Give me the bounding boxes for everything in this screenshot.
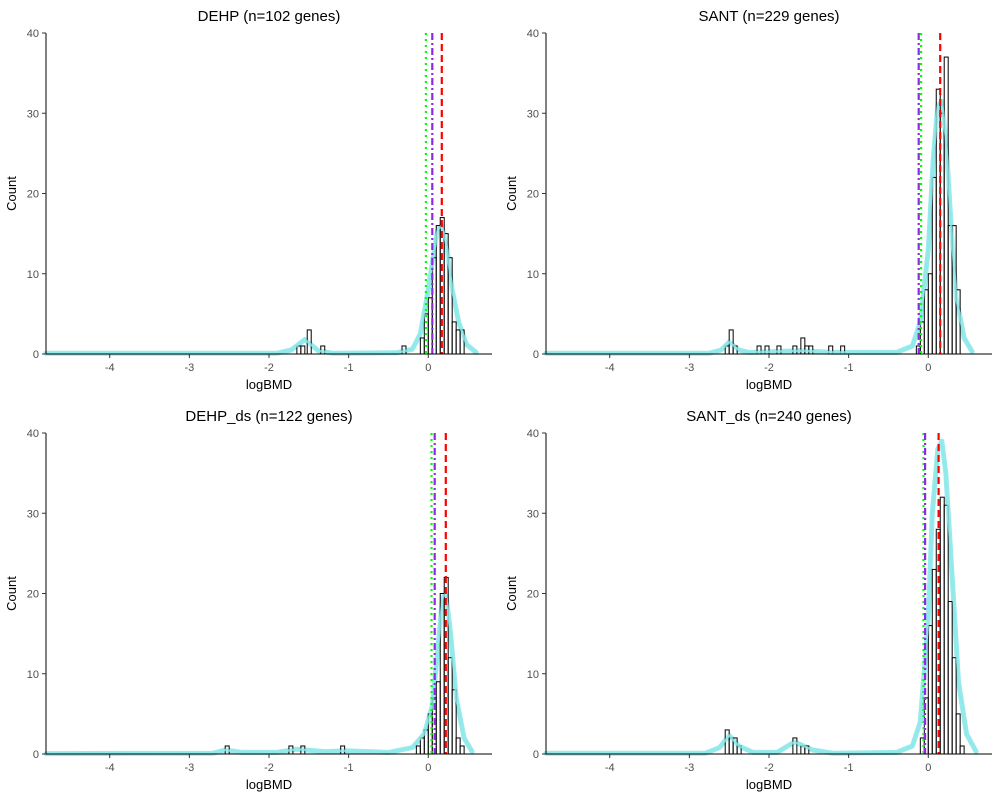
panel-title: DEHP_ds (n=122 genes) (185, 408, 352, 425)
x-axis-label: logBMD (246, 377, 292, 392)
histogram-bar (959, 745, 965, 755)
histogram-bar (455, 329, 461, 355)
histogram-bar (296, 345, 302, 355)
y-tick-label: 0 (33, 749, 39, 761)
histogram-bar (919, 321, 925, 355)
histogram-bar (724, 345, 730, 355)
y-tick-label: 10 (27, 669, 39, 681)
y-tick-label: 20 (27, 589, 39, 601)
y-tick-label: 20 (527, 589, 539, 601)
density-curve-overlay (546, 99, 974, 355)
histogram-bar (415, 745, 421, 755)
histogram-bar (931, 176, 937, 355)
panel-title: SANT (n=229 genes) (698, 8, 839, 25)
histogram-bar (451, 321, 457, 355)
y-tick-label: 0 (533, 349, 539, 361)
x-tick-label: -3 (184, 362, 194, 374)
histogram-bar (776, 345, 782, 355)
histogram-bar (435, 681, 441, 755)
histogram-bar (300, 345, 306, 355)
x-axis-label: logBMD (746, 777, 792, 792)
density-curve (43, 223, 479, 356)
density-curve-overlay (45, 592, 474, 755)
panel-title: SANT_ds (n=240 genes) (686, 408, 852, 425)
histogram-bar (955, 713, 961, 755)
histogram-bar (419, 337, 425, 355)
histogram-bar (724, 729, 730, 755)
y-tick-label: 0 (533, 749, 539, 761)
panel-4: SANT_ds (n=240 genes) -4 -3 -2 -1 0 0 10 20 30 40 l… (504, 408, 992, 792)
density-curve-overlay (546, 439, 978, 755)
x-tick-label: -1 (344, 362, 354, 374)
y-tick-label: 20 (527, 189, 539, 201)
y-tick-label: 40 (27, 28, 39, 40)
density-curve (43, 591, 475, 757)
x-tick-label: -4 (105, 362, 115, 374)
y-tick-label: 30 (27, 108, 39, 120)
x-tick-label: -2 (264, 762, 274, 774)
panel-title: DEHP (n=102 genes) (198, 8, 341, 25)
y-tick-label: 10 (527, 669, 539, 681)
histogram-bar (943, 56, 949, 355)
histogram-bar (455, 737, 461, 755)
x-axis-label: logBMD (746, 377, 792, 392)
y-axis-label: Count (504, 576, 519, 611)
histogram-bar (927, 273, 933, 355)
y-tick-label: 0 (33, 349, 39, 361)
histogram-bar (943, 504, 949, 755)
x-tick-label: -3 (684, 762, 694, 774)
y-tick-label: 20 (27, 189, 39, 201)
y-tick-label: 30 (527, 508, 539, 520)
density-curve-overlay (46, 224, 477, 355)
y-tick-label: 40 (527, 428, 539, 440)
x-tick-label: -1 (844, 762, 854, 774)
x-tick-label: -1 (344, 762, 354, 774)
x-tick-label: 0 (925, 362, 931, 374)
x-tick-label: 0 (925, 762, 931, 774)
histogram-bar (419, 737, 425, 755)
y-axis-label: Count (504, 176, 519, 211)
x-tick-label: -4 (105, 762, 115, 774)
x-tick-label: -2 (264, 362, 274, 374)
histogram-bar (447, 657, 453, 755)
histogram-bar (951, 657, 957, 755)
y-tick-label: 30 (527, 108, 539, 120)
x-tick-label: -2 (764, 762, 774, 774)
y-axis-label: Count (4, 176, 19, 211)
x-axis-label: logBMD (246, 777, 292, 792)
y-tick-label: 40 (527, 28, 539, 40)
x-tick-label: 0 (425, 362, 431, 374)
y-axis-label: Count (4, 576, 19, 611)
panel-3: DEHP_ds (n=122 genes) -4 -3 -2 -1 0 0 10 20 30 40 l… (4, 408, 492, 792)
histogram-bar (792, 737, 798, 755)
x-tick-label: 0 (425, 762, 431, 774)
y-tick-label: 10 (527, 269, 539, 281)
y-tick-label: 40 (27, 428, 39, 440)
density-curve (543, 438, 979, 756)
x-tick-label: -3 (184, 762, 194, 774)
y-tick-label: 30 (27, 508, 39, 520)
panel-1: DEHP (n=102 genes) -4 -3 -2 -1 0 0 10 20 30 40 logB… (4, 8, 492, 392)
x-tick-label: -2 (764, 362, 774, 374)
histogram-bar (459, 745, 465, 755)
panel-2: SANT (n=229 genes) -4 -3 -2 -1 0 0 10 20 30 40 logB… (504, 8, 992, 392)
histogram-bar (947, 601, 953, 755)
histogram-bar (939, 496, 945, 755)
histogram-bar (931, 568, 937, 755)
x-tick-label: -4 (605, 762, 615, 774)
density-curve (543, 98, 975, 356)
histogram-bar (923, 289, 929, 355)
x-tick-label: -4 (605, 362, 615, 374)
x-tick-label: -3 (684, 362, 694, 374)
y-tick-label: 10 (27, 269, 39, 281)
histogram-bar (927, 625, 933, 755)
histogram-bar (435, 225, 441, 355)
x-tick-label: -1 (844, 362, 854, 374)
